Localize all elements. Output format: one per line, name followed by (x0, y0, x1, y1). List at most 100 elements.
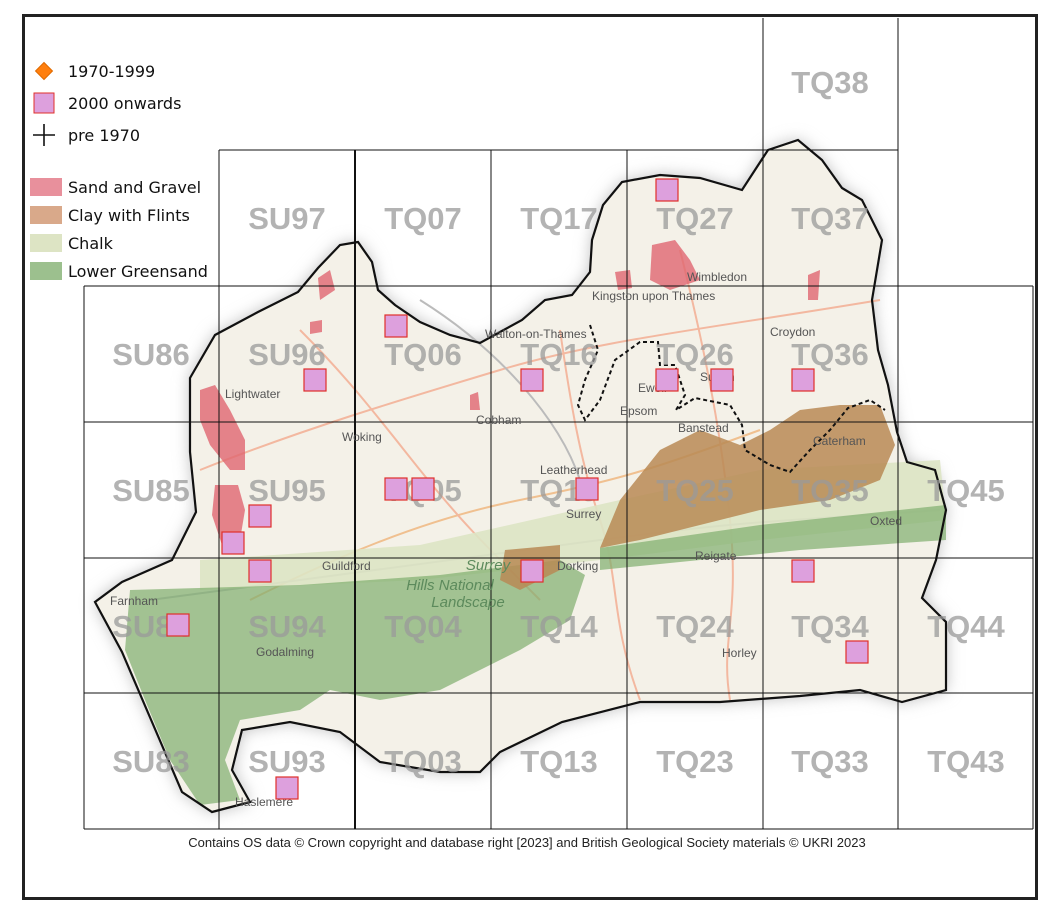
legend-label: Sand and Gravel (68, 177, 202, 197)
sand-and-gravel-area (200, 385, 245, 470)
marker-2000-onwards-tq06[interactable] (384, 314, 408, 338)
place-label: Kingston upon Thames (592, 289, 715, 303)
grid-label: TQ35 (791, 473, 869, 508)
place-label: Reigate (695, 549, 737, 563)
legend-item-chalk: Chalk (30, 229, 208, 257)
marker-2000-onwards-su95[interactable] (248, 504, 272, 528)
marker-2000-onwards-tq15[interactable] (575, 477, 599, 501)
dotted-boundary (576, 324, 886, 474)
place-label: Croydon (770, 325, 815, 339)
legend-label: 2000 onwards (68, 93, 182, 113)
marker-2000-onwards-su94[interactable] (248, 559, 272, 583)
marker-2000-onwards-su95[interactable] (221, 531, 245, 555)
aonb-label: Hills National (406, 577, 494, 594)
place-label: Cobham (476, 413, 521, 427)
sand-gravel-swatch (30, 178, 62, 196)
sand-and-gravel-area (310, 320, 322, 334)
grid-label: SU83 (112, 744, 190, 779)
grid-label: SU96 (248, 337, 326, 372)
sand-and-gravel-area (470, 392, 480, 410)
grid-label: TQ16 (520, 337, 598, 372)
grid-label: SU86 (112, 337, 190, 372)
marker-2000-onwards-tq26[interactable] (655, 368, 679, 392)
grid-labels: TQ38 SU97 TQ07 TQ17 TQ27 TQ37 SU86 SU96 TQ06 TQ16… (112, 65, 1005, 779)
marker-2000-onwards-tq05[interactable] (384, 477, 408, 501)
grid-label: SU95 (248, 473, 326, 508)
grid-label: TQ25 (656, 473, 734, 508)
lower-greensand-area (600, 505, 946, 570)
marker-2000-onwards-tq05[interactable] (411, 477, 435, 501)
os-grid (83, 18, 1034, 830)
sand-and-gravel-area (212, 485, 245, 545)
grid-label: TQ13 (520, 744, 598, 779)
place-label: Dorking (557, 559, 598, 573)
grid-label: TQ37 (791, 201, 869, 236)
grid-label: SU85 (112, 473, 190, 508)
grid-label: TQ36 (791, 337, 869, 372)
marker-2000-onwards-tq27[interactable] (655, 178, 679, 202)
grid-label: TQ26 (656, 337, 734, 372)
legend-item-1970-1999: 1970-1999 (30, 55, 208, 87)
grid-label: TQ24 (656, 609, 734, 644)
sand-and-gravel-area (808, 270, 820, 300)
marker-2000-onwards-su96[interactable] (303, 368, 327, 392)
marker-2000-onwards-tq34[interactable] (845, 640, 869, 664)
marker-2000-onwards-su84[interactable] (166, 613, 190, 637)
legend-label: Chalk (68, 233, 113, 253)
sand-and-gravel-area (615, 270, 632, 290)
marker-2000-onwards-su93[interactable] (275, 776, 299, 800)
grid-label: TQ33 (791, 744, 869, 779)
square-icon (30, 92, 58, 114)
legend-item-pre-1970: pre 1970 (30, 119, 208, 151)
place-label: Caterham (813, 434, 866, 448)
grid-label: TQ44 (927, 609, 1005, 644)
grid-label: TQ27 (656, 201, 734, 236)
legend-item-lower-greensand: Lower Greensand (30, 257, 208, 285)
legend-label: Lower Greensand (68, 261, 208, 281)
grid-label: SU97 (248, 201, 326, 236)
place-label: Woking (342, 430, 382, 444)
marker-2000-onwards-tq16[interactable] (520, 368, 544, 392)
aonb-label: Landscape (431, 594, 504, 611)
place-label: Walton-on-Thames (485, 327, 587, 341)
aonb-label: Surrey (466, 557, 512, 574)
grid-label: SU93 (248, 744, 326, 779)
map-frame (22, 14, 1038, 900)
grid-label: TQ43 (927, 744, 1005, 779)
grid-label: TQ07 (384, 201, 462, 236)
place-label: Banstead (678, 421, 729, 435)
legend-item-2000-onwards: 2000 onwards (30, 87, 208, 119)
legend-item-clay-flints: Clay with Flints (30, 201, 208, 229)
place-label: Farnham (110, 594, 158, 608)
grid-label: TQ04 (384, 609, 462, 644)
place-label: Lightwater (225, 387, 280, 401)
grid-label: TQ34 (791, 609, 869, 644)
place-label: Epsom (620, 404, 657, 418)
marker-2000-onwards-tq34[interactable] (791, 559, 815, 583)
grid-label: TQ14 (520, 609, 598, 644)
legend-item-sand-gravel: Sand and Gravel (30, 173, 208, 201)
marker-2000-onwards-tq36[interactable] (791, 368, 815, 392)
grid-label: TQ06 (384, 337, 462, 372)
marker-2000-onwards-tq26[interactable] (710, 368, 734, 392)
legend-label: 1970-1999 (68, 61, 156, 81)
clay-with-flints-area (600, 405, 895, 548)
marker-2000-onwards-tq14[interactable] (520, 559, 544, 583)
markers-layer (166, 178, 869, 800)
legend: 1970-1999 2000 onwards pre 1970 Sand and… (30, 55, 208, 285)
cross-icon (30, 124, 58, 146)
legend-label: pre 1970 (68, 125, 141, 145)
sand-and-gravel-area (318, 270, 335, 300)
place-label: Surrey (566, 507, 601, 521)
chalk-swatch (30, 234, 62, 252)
grid-label: TQ03 (384, 744, 462, 779)
grid-label: TQ38 (791, 65, 869, 100)
sand-and-gravel-area (650, 240, 700, 290)
grid-label: SU94 (248, 609, 326, 644)
grid-label: TQ17 (520, 201, 598, 236)
place-label: Guildford (322, 559, 371, 573)
place-label: Leatherhead (540, 463, 607, 477)
clay-flints-swatch (30, 206, 62, 224)
place-label: Horley (722, 646, 757, 660)
